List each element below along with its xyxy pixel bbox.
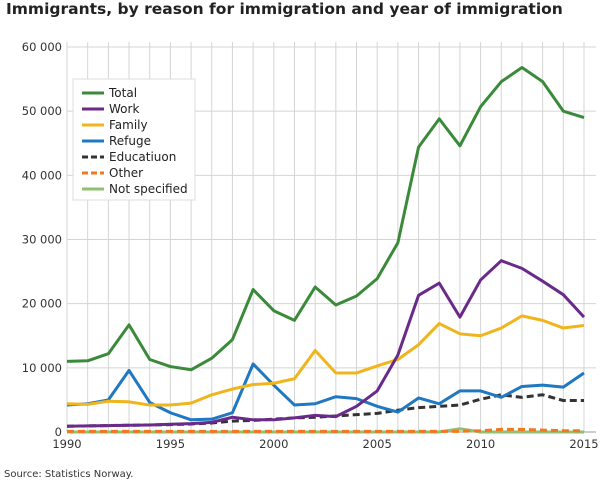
x-tick-label: 2000 [259,437,288,451]
y-tick-label: 30 000 [22,233,62,247]
y-tick-label: 40 000 [22,168,62,182]
legend: Total Work Family Refuge Educatiuon Other Not … [72,78,196,201]
legend-label: Family [109,118,148,132]
x-tick-label: 1995 [156,437,185,451]
legend-label: Not specified [109,182,188,196]
x-tick-label: 2005 [363,437,392,451]
legend-label: Educatiuon [109,150,176,164]
series-line-refuge [66,362,585,422]
series-line-family [66,314,585,407]
source-note: Source: Statistics Norway. [4,469,134,480]
y-tick-label: 60 000 [22,40,62,54]
x-tick-label: 2010 [466,437,495,451]
y-tick-label: 50 000 [22,104,62,118]
x-tick-label: 2015 [569,437,598,451]
legend-label: Other [109,166,143,180]
legend-label: Refuge [109,134,151,148]
chart-title: Immigrants, by reason for immigration an… [6,0,563,18]
series-line-total [66,66,585,372]
y-tick-label: 0 [55,425,62,439]
series-line-other [67,427,584,433]
x-tick-label: 1990 [52,437,81,451]
y-tick-label: 10 000 [22,361,62,375]
legend-label: Work [109,102,139,116]
legend-label: Total [108,86,137,100]
y-tick-label: 20 000 [22,297,62,311]
series-line-work [66,259,586,428]
